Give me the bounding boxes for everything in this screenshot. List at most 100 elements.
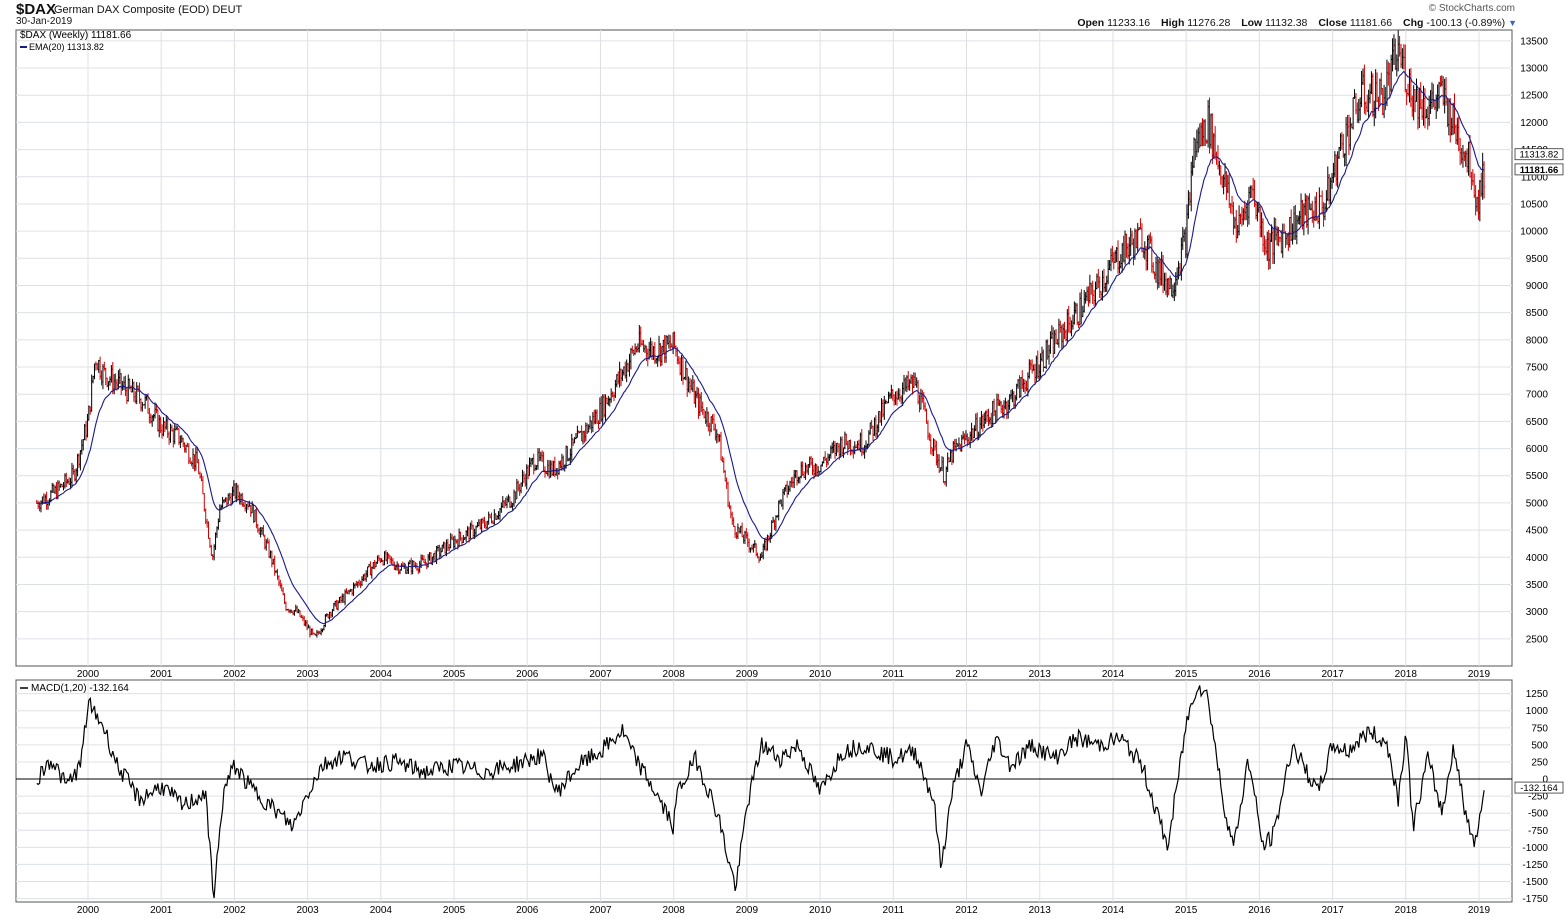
price-tag-label: 11181.66 bbox=[1520, 165, 1559, 176]
y-tick-label: 3500 bbox=[1526, 580, 1549, 591]
x-tick-label: 2016 bbox=[1248, 669, 1271, 680]
y-tick-label: 12500 bbox=[1520, 91, 1548, 102]
x-tick-label: 2014 bbox=[1102, 669, 1125, 680]
y-tick-label: 9500 bbox=[1526, 254, 1549, 265]
x-tick-label: 2015 bbox=[1175, 905, 1198, 916]
chg-value: -100.13 (-0.89%) bbox=[1426, 17, 1506, 29]
x-tick-label: 2011 bbox=[883, 669, 905, 680]
y-tick-label: -1500 bbox=[1522, 877, 1548, 888]
y-tick-label: 13500 bbox=[1520, 36, 1548, 47]
y-tick-label: 5500 bbox=[1526, 471, 1549, 482]
x-tick-label: 2000 bbox=[77, 669, 100, 680]
price-legend: $DAX (Weekly) 11181.66 EMA(20) 11313.82 bbox=[20, 30, 132, 52]
y-tick-label: 13000 bbox=[1520, 64, 1548, 75]
y-tick-label: 9000 bbox=[1526, 281, 1549, 292]
chevron-down-icon[interactable]: ▼ bbox=[1508, 18, 1517, 28]
x-tick-label: 2012 bbox=[955, 669, 978, 680]
price-tag-label: -132.164 bbox=[1520, 783, 1558, 794]
y-tick-label: 1250 bbox=[1526, 689, 1549, 700]
x-tick-label: 2009 bbox=[736, 905, 759, 916]
chg-label: Chg bbox=[1403, 17, 1424, 29]
open-value: 11233.16 bbox=[1107, 17, 1151, 29]
x-tick-label: 2019 bbox=[1468, 669, 1491, 680]
open-label: Open bbox=[1077, 17, 1105, 29]
y-tick-label: 8000 bbox=[1526, 335, 1549, 346]
y-tick-label: -750 bbox=[1528, 826, 1548, 837]
x-tick-label: 2001 bbox=[150, 905, 173, 916]
ema-line bbox=[36, 70, 1485, 625]
x-tick-label: 2011 bbox=[883, 905, 905, 916]
y-tick-label: 11000 bbox=[1521, 172, 1549, 183]
high-label: High bbox=[1161, 17, 1185, 29]
ohlc-readout: Open 11233.16 High 11276.28 Low 11132.38… bbox=[1069, 17, 1517, 29]
candles bbox=[35, 30, 1485, 638]
x-tick-label: 2010 bbox=[809, 669, 832, 680]
macd-line bbox=[36, 685, 1485, 899]
close-value: 11181.66 bbox=[1349, 17, 1393, 29]
grid bbox=[16, 30, 1512, 666]
x-tick-label: 2016 bbox=[1248, 905, 1271, 916]
macd-legend-label: MACD(1,20) -132.164 bbox=[31, 683, 129, 694]
y-tick-label: 6000 bbox=[1526, 444, 1549, 455]
x-tick-label: 2005 bbox=[443, 669, 466, 680]
price-tag-box bbox=[1514, 148, 1564, 161]
y-tick-label: 2500 bbox=[1526, 634, 1549, 645]
y-tick-label: 10500 bbox=[1520, 199, 1548, 210]
x-tick-label: 2012 bbox=[955, 905, 978, 916]
x-tick-label: 2018 bbox=[1395, 905, 1418, 916]
price-tag-box bbox=[1514, 163, 1564, 176]
y-tick-label: 8500 bbox=[1526, 308, 1549, 319]
low-value: 11132.38 bbox=[1265, 17, 1308, 29]
x-tick-label: 2008 bbox=[663, 669, 686, 680]
y-tick-label: 0 bbox=[1542, 775, 1548, 786]
x-tick-label: 2008 bbox=[663, 905, 686, 916]
y-tick-label: 1000 bbox=[1526, 706, 1549, 717]
low-label: Low bbox=[1241, 17, 1263, 29]
y-tick-label: 250 bbox=[1531, 757, 1548, 768]
y-tick-label: -500 bbox=[1528, 809, 1548, 820]
x-tick-label: 2006 bbox=[516, 905, 539, 916]
y-tick-label: 3000 bbox=[1526, 607, 1549, 618]
y-tick-label: 4500 bbox=[1526, 526, 1549, 537]
x-tick-label: 2004 bbox=[370, 669, 393, 680]
y-tick-label: 750 bbox=[1531, 723, 1548, 734]
x-tick-label: 2013 bbox=[1029, 905, 1052, 916]
x-tick-label: 2018 bbox=[1395, 669, 1418, 680]
x-tick-label: 2007 bbox=[589, 669, 612, 680]
plot-frame bbox=[15, 679, 1513, 903]
x-tick-label: 2003 bbox=[297, 669, 320, 680]
x-tick-label: 2009 bbox=[736, 669, 759, 680]
brand-label: © StockCharts.com bbox=[1428, 3, 1515, 14]
price-tag-label: 11313.82 bbox=[1520, 150, 1559, 161]
x-tick-label: 2000 bbox=[77, 905, 100, 916]
macd-legend: MACD(1,20) -132.164 bbox=[20, 683, 129, 694]
y-tick-label: 6500 bbox=[1526, 417, 1549, 428]
x-tick-label: 2002 bbox=[223, 905, 246, 916]
x-tick-label: 2015 bbox=[1175, 669, 1198, 680]
plot-frame bbox=[15, 29, 1513, 667]
symbol-label: $DAX bbox=[16, 1, 57, 18]
close-label: Close bbox=[1318, 17, 1347, 29]
x-tick-label: 2017 bbox=[1321, 669, 1344, 680]
x-tick-label: 2017 bbox=[1321, 905, 1344, 916]
y-tick-label: 7000 bbox=[1526, 390, 1549, 401]
y-tick-label: -1250 bbox=[1522, 860, 1548, 871]
x-tick-label: 2002 bbox=[223, 669, 246, 680]
ema-legend-label: EMA(20) 11313.82 bbox=[29, 42, 104, 52]
chart-date: 30-Jan-2019 bbox=[16, 16, 73, 27]
y-tick-label: -1000 bbox=[1522, 843, 1548, 854]
y-tick-label: 12000 bbox=[1520, 118, 1548, 129]
price-panel: 2500 3000 3500 4000 4500 5000 5500 6000 6500 7000… bbox=[15, 29, 1564, 680]
x-tick-label: 2010 bbox=[809, 905, 832, 916]
y-tick-label: 10000 bbox=[1520, 227, 1548, 238]
x-tick-label: 2006 bbox=[516, 669, 539, 680]
x-tick-label: 2007 bbox=[589, 905, 612, 916]
y-tick-label: 4000 bbox=[1526, 553, 1549, 564]
x-tick-label: 2013 bbox=[1029, 669, 1052, 680]
x-tick-label: 2014 bbox=[1102, 905, 1125, 916]
y-tick-label: 5000 bbox=[1526, 498, 1549, 509]
y-tick-label: -1750 bbox=[1522, 894, 1548, 905]
symbol-description: German DAX Composite (EOD) DEUT bbox=[54, 4, 243, 16]
y-tick-label: 500 bbox=[1531, 740, 1548, 751]
